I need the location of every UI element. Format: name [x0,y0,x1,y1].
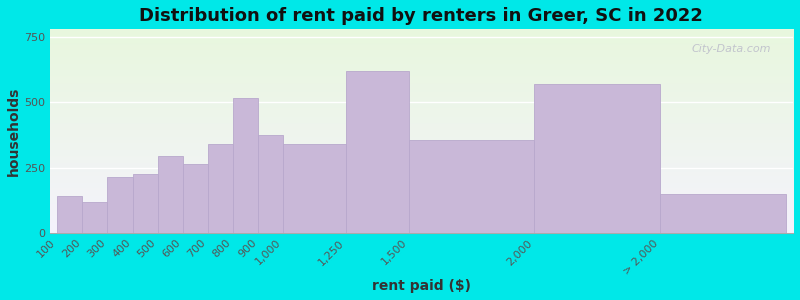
Bar [283,144,346,233]
Bar [534,84,660,233]
Bar [208,144,233,233]
Bar [158,156,183,233]
Bar [183,164,208,233]
Bar [82,202,107,233]
Bar [660,194,786,233]
Bar [133,174,158,233]
Bar [409,140,534,233]
Bar [233,98,258,233]
Bar [107,177,133,233]
Bar [58,196,82,233]
Bar [346,71,409,233]
X-axis label: rent paid ($): rent paid ($) [372,279,471,293]
Y-axis label: households: households [7,86,21,176]
Title: Distribution of rent paid by renters in Greer, SC in 2022: Distribution of rent paid by renters in … [139,7,703,25]
Bar [258,135,283,233]
Text: City-Data.com: City-Data.com [691,44,770,53]
